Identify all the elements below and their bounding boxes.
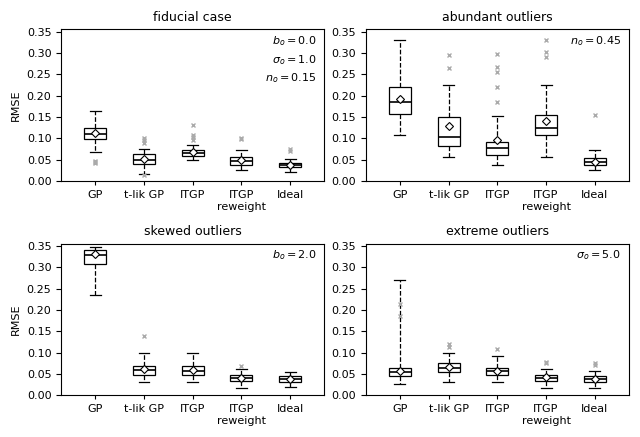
PathPatch shape — [535, 115, 557, 135]
PathPatch shape — [486, 142, 508, 155]
Text: $b_o = 0.0$
$\sigma_o = 1.0$
$n_o = 0.15$: $b_o = 0.0$ $\sigma_o = 1.0$ $n_o = 0.15… — [265, 34, 316, 85]
Text: $\sigma_o = 5.0$: $\sigma_o = 5.0$ — [576, 248, 621, 262]
PathPatch shape — [389, 368, 411, 376]
PathPatch shape — [584, 158, 605, 165]
Title: abundant outliers: abundant outliers — [442, 11, 552, 24]
Text: $b_o = 2.0$: $b_o = 2.0$ — [272, 248, 316, 262]
PathPatch shape — [182, 150, 204, 156]
Text: $n_o = 0.45$: $n_o = 0.45$ — [570, 34, 621, 48]
PathPatch shape — [133, 154, 155, 164]
PathPatch shape — [84, 128, 106, 139]
PathPatch shape — [230, 375, 252, 381]
PathPatch shape — [389, 87, 411, 114]
PathPatch shape — [182, 366, 204, 375]
PathPatch shape — [279, 377, 301, 382]
PathPatch shape — [84, 250, 106, 264]
PathPatch shape — [438, 363, 460, 372]
Y-axis label: RMSE: RMSE — [11, 304, 21, 335]
Title: skewed outliers: skewed outliers — [144, 225, 241, 239]
PathPatch shape — [230, 157, 252, 165]
Y-axis label: RMSE: RMSE — [11, 90, 21, 121]
PathPatch shape — [584, 376, 605, 382]
PathPatch shape — [438, 117, 460, 146]
Title: fiducial case: fiducial case — [154, 11, 232, 24]
PathPatch shape — [486, 368, 508, 375]
PathPatch shape — [133, 366, 155, 375]
PathPatch shape — [535, 375, 557, 381]
PathPatch shape — [279, 163, 301, 167]
Title: extreme outliers: extreme outliers — [446, 225, 549, 239]
